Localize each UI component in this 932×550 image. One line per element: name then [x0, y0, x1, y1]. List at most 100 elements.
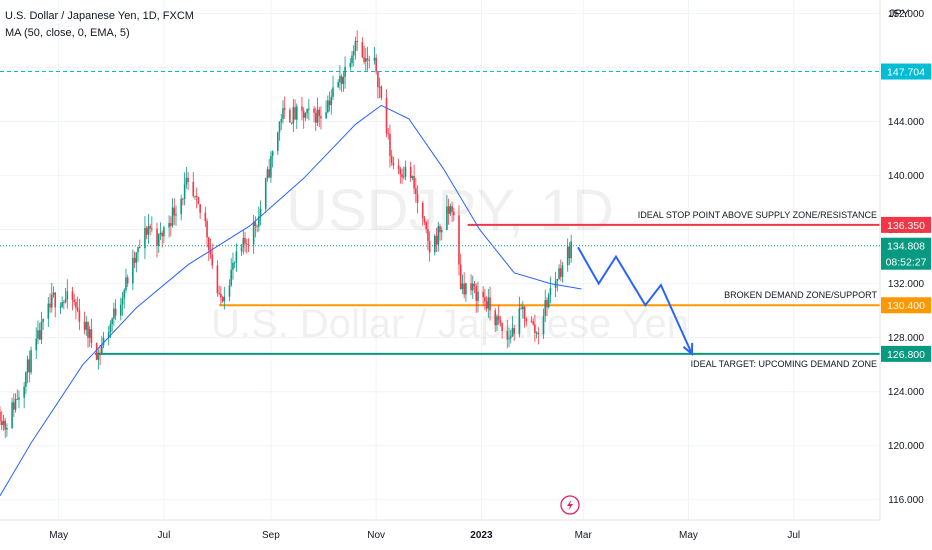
candle [242, 230, 245, 255]
candle-body [168, 223, 170, 228]
lightning-icon[interactable] [560, 495, 580, 515]
candle [14, 393, 17, 413]
candle [161, 230, 163, 248]
candle [232, 252, 234, 280]
candle [349, 58, 352, 71]
candle-body [26, 359, 29, 373]
projection-arrow-path[interactable] [577, 246, 693, 355]
demand-support-text[interactable]: BROKEN DEMAND ZONE/SUPPORT [724, 290, 877, 300]
candle-body [404, 167, 407, 177]
candle-body [461, 283, 464, 290]
candle [125, 268, 127, 294]
candle [270, 151, 272, 183]
candle [354, 36, 357, 60]
candle-body [216, 265, 219, 294]
candle-body [75, 301, 77, 308]
candle-body [392, 162, 395, 166]
candle-body [121, 298, 124, 305]
candle [316, 97, 319, 127]
indicator-label[interactable]: MA (50, close, 0, EMA, 5) [5, 27, 130, 39]
candle-body [101, 345, 103, 353]
candle [170, 216, 172, 237]
horizontal-levels[interactable] [0, 71, 880, 355]
candle-body [232, 262, 234, 270]
last-price-badge [881, 237, 931, 270]
candle-body [354, 40, 357, 51]
candle-body [485, 301, 488, 309]
candle [87, 320, 89, 348]
candle [88, 326, 91, 348]
target-demand-text[interactable]: IDEAL TARGET: UPCOMING DEMAND ZONE [691, 359, 877, 369]
candle [30, 346, 32, 375]
candle [471, 275, 474, 299]
candle-body [511, 327, 514, 337]
candle [295, 103, 298, 129]
candle-body [499, 320, 502, 324]
candle [99, 345, 101, 366]
candle-body [349, 63, 352, 67]
candle [85, 316, 88, 336]
candle-body [235, 251, 238, 263]
candle-body [11, 402, 13, 429]
candle-body [259, 208, 262, 217]
candle [520, 303, 522, 310]
candle-body [109, 324, 112, 333]
candle [135, 252, 138, 273]
candle-body [301, 106, 303, 111]
candle [289, 107, 291, 123]
candle [282, 100, 284, 124]
supply-zone-text[interactable]: IDEAL STOP POINT ABOVE SUPPLY ZONE/RESIS… [638, 210, 877, 220]
candle [546, 297, 548, 317]
candle-body [28, 359, 31, 373]
candle [549, 276, 552, 304]
candle [518, 296, 521, 338]
candle-body [568, 246, 571, 259]
candle [26, 355, 29, 384]
candle [511, 316, 514, 337]
candle [465, 282, 467, 302]
candle [513, 324, 515, 342]
symbol-title[interactable]: U.S. Dollar / Japanese Yen, 1D, FXCM [5, 10, 194, 22]
candle [544, 289, 547, 322]
candle [302, 107, 305, 129]
candle-body [264, 178, 267, 209]
candle-body [266, 169, 269, 179]
candle [496, 314, 498, 331]
candle-body [361, 41, 364, 58]
candle [523, 305, 526, 328]
candle [509, 329, 512, 344]
candle-body [277, 132, 279, 151]
candle [121, 292, 124, 316]
candle-body [427, 229, 429, 241]
candle [97, 349, 100, 370]
candle-body [270, 156, 272, 178]
candle-body [278, 121, 281, 133]
candle [209, 238, 212, 259]
candle [463, 272, 465, 299]
candle [413, 164, 415, 195]
candle-body [423, 218, 426, 222]
candle-body [151, 228, 153, 230]
level-annotations[interactable]: IDEAL STOP POINT ABOVE SUPPLY ZONE/RESIS… [638, 210, 878, 369]
candle [568, 242, 571, 266]
candle [75, 298, 77, 320]
candle-body [0, 411, 1, 422]
candle [542, 308, 545, 339]
candle [365, 48, 367, 72]
candle [280, 113, 283, 130]
candle-body [49, 303, 51, 308]
candle [37, 320, 39, 344]
candle-body [447, 206, 450, 214]
candle [206, 218, 208, 248]
candle [361, 37, 364, 59]
candle-body [66, 291, 69, 300]
candle [223, 286, 226, 310]
price-tick-label: 124.000 [888, 387, 925, 398]
candle [107, 326, 110, 346]
candle [11, 397, 13, 430]
candle [328, 91, 331, 112]
candle-body [390, 155, 393, 163]
candle-body [411, 176, 414, 178]
candle [508, 327, 510, 348]
